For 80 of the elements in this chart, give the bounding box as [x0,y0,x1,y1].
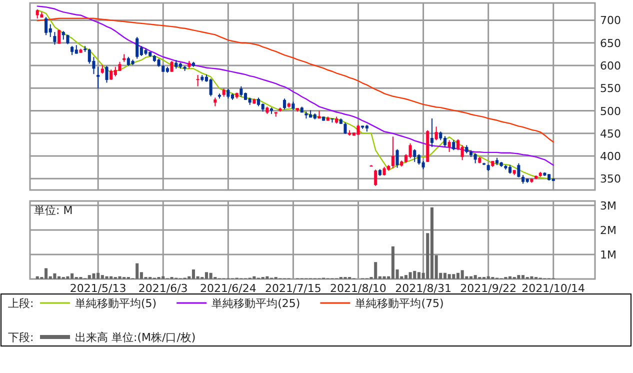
candlestick [66,34,70,45]
candlestick [105,65,108,84]
bar [530,276,534,279]
candlestick [517,162,520,178]
y-tick-label: 1M [600,248,616,262]
x-tick-label: 2021/6/3 [138,282,188,295]
candlestick [448,140,451,152]
candlestick [240,86,243,98]
candlestick [391,136,394,169]
candlestick [226,88,230,100]
candlestick [396,148,399,168]
y-tick-label: 500 [600,104,621,118]
candlestick [474,152,477,164]
candlestick [209,78,212,97]
legend-title: 上段: [8,297,34,310]
bar [36,276,39,279]
y-tick-label: 700 [600,14,621,28]
line-series [36,18,554,143]
candlestick [96,66,100,90]
x-tick-label: 2021/10/14 [522,282,586,295]
bar [448,274,451,279]
candlestick [356,124,360,136]
y-tick-label: 2M [600,224,616,237]
candlestick [452,140,456,151]
bar [486,276,490,279]
bar [469,276,473,279]
candlestick [408,142,412,159]
bar [162,276,165,279]
y-tick-label: 550 [600,82,621,96]
bar [382,276,386,279]
y-tick-label: 600 [600,59,621,72]
x-tick-label: 2021/7/15 [265,282,322,295]
y-tick-label: 400 [600,150,621,164]
bar [92,273,96,279]
candlestick [53,31,56,46]
candlestick [170,60,174,72]
bar [118,276,122,279]
legend-label: 出来高 単位:(M株/口/枚) [75,331,196,344]
candlestick [344,122,347,134]
bar [105,276,108,279]
bar [474,275,477,279]
x-tick-label: 2021/5/13 [70,282,126,295]
y-tick-label: 350 [600,172,621,186]
candlestick [58,29,61,44]
candlestick [36,8,39,19]
y-tick-label: 3M [600,199,616,212]
bar [209,272,212,279]
bar [508,276,512,279]
bar [517,275,520,279]
y-tick-label: 650 [600,36,621,50]
candlestick [430,118,434,148]
candlestick [283,98,286,110]
candlestick [434,126,438,141]
candlestick [110,69,113,80]
legend-label: 単純移動平均(25) [212,297,300,310]
bar [53,273,56,279]
bar [413,270,416,279]
annotation: 単位: M [34,204,73,217]
legend-label: 単純移動平均(5) [75,297,157,310]
bar [460,270,464,279]
candlestick [44,16,48,36]
candlestick [413,148,416,162]
legend-title: 下段: [8,331,34,344]
x-tick-label: 2021/6/24 [200,282,256,295]
candlestick [443,136,446,148]
x-tick-label: 2021/8/10 [330,282,386,295]
x-tick-label: 2021/9/22 [460,282,517,295]
candlestick [374,169,378,186]
candlestick [70,46,74,56]
y-tick-label: 450 [600,127,621,140]
bar [452,274,456,279]
bar [266,276,269,279]
candlestick [118,61,122,72]
x-tick-label: 2021/8/31 [395,282,452,295]
bar [408,272,412,279]
legend-label: 単純移動平均(75) [355,297,444,310]
candlestick [136,36,139,60]
bar [252,276,256,279]
candlestick [196,74,200,87]
bar [66,276,70,279]
